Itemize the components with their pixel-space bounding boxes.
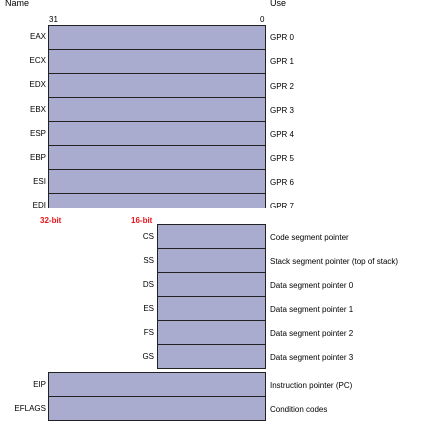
register-name: ES [143, 304, 154, 313]
marker-16-bit: 16-bit [131, 216, 153, 225]
register-box [157, 224, 266, 249]
register-name: ESP [29, 129, 46, 138]
register-name: CS [142, 232, 154, 241]
register-use: Condition codes [270, 405, 328, 414]
register-name: GS [142, 352, 154, 361]
register-name: FS [143, 328, 154, 337]
register-box [48, 372, 266, 397]
register-use: Instruction pointer (PC) [270, 381, 353, 390]
gpr-cutoff-mask [0, 208, 430, 218]
name-column-header: Name [5, 0, 30, 8]
register-box [157, 272, 266, 297]
register-box [157, 344, 266, 369]
register-name: EIP [33, 380, 46, 389]
register-use: Data segment pointer 1 [270, 305, 354, 314]
register-name: EDI [32, 201, 46, 210]
register-use: GPR 1 [270, 57, 295, 66]
register-box [48, 145, 266, 170]
register-box [48, 169, 266, 194]
register-use: GPR 5 [270, 154, 295, 163]
register-box [48, 25, 266, 50]
register-name: EFLAGS [14, 404, 46, 413]
register-name: EAX [29, 32, 46, 41]
register-use: GPR 3 [270, 106, 295, 115]
register-use: GPR 6 [270, 178, 295, 187]
register-use: Data segment pointer 2 [270, 329, 354, 338]
use-column-header: Use [270, 0, 287, 8]
register-name: ECX [29, 56, 46, 65]
register-box [48, 73, 266, 98]
register-box [48, 97, 266, 122]
register-name: DS [142, 280, 154, 289]
register-box [48, 396, 266, 421]
marker-32-bit: 32-bit [40, 216, 62, 225]
bit-0-label: 0 [260, 15, 265, 24]
register-use: Code segment pointer [270, 233, 349, 242]
register-box [48, 121, 266, 146]
register-use: Stack segment pointer (top of stack) [270, 257, 399, 266]
bit-31-label: 31 [49, 15, 58, 24]
register-box [157, 320, 266, 345]
register-box [157, 248, 266, 273]
register-name: ESI [33, 177, 46, 186]
register-box [48, 49, 266, 74]
register-name: EBX [29, 105, 46, 114]
register-name: SS [143, 256, 154, 265]
register-use: GPR 4 [270, 130, 295, 139]
register-use: Data segment pointer 3 [270, 353, 354, 362]
register-name: EDX [29, 80, 46, 89]
register-use: GPR 2 [270, 82, 295, 91]
register-name: EBP [29, 153, 46, 162]
register-box [157, 296, 266, 321]
register-use: Data segment pointer 0 [270, 281, 354, 290]
register-use: GPR 0 [270, 33, 295, 42]
register-use: GPR 7 [270, 202, 295, 211]
